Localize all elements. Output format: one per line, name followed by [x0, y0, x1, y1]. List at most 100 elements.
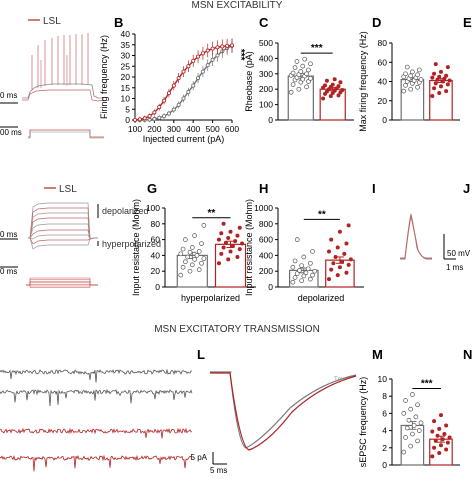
label-hyperpolarized: hyperpolarized — [102, 239, 161, 249]
scatter-point-red — [237, 225, 242, 230]
scatter-point-grey — [308, 61, 313, 67]
scatter-point-grey — [401, 449, 407, 455]
scatter-point-red — [329, 267, 334, 272]
y-tick-label: 20 — [378, 96, 388, 106]
trace-a-spikes — [31, 33, 89, 90]
step-traces — [28, 202, 98, 250]
scatter-point-grey — [303, 270, 309, 276]
data-point-grey — [176, 102, 181, 107]
scatter-point-red — [348, 257, 353, 262]
epsc-caption: Tm — [334, 377, 343, 383]
scatter-point-red — [230, 243, 235, 248]
panel-letter-l: L — [197, 347, 205, 362]
step-trace — [28, 229, 98, 240]
data-point-red — [210, 46, 215, 51]
scatter-point-red — [336, 93, 341, 98]
scatter-point-red — [433, 62, 438, 67]
scatter-point-grey — [413, 414, 419, 420]
y-tick-label: 0 — [382, 460, 387, 470]
scatter-point-grey — [180, 246, 186, 252]
scatter-point-grey — [296, 86, 302, 92]
scatter-point-grey — [294, 237, 300, 242]
y-tick-label: 800 — [259, 219, 273, 229]
scatter-point-grey — [178, 251, 184, 257]
scatter-point-grey — [418, 77, 424, 82]
scatter-point-grey — [294, 271, 300, 276]
data-point-grey — [205, 63, 210, 68]
y-tick-label: 20 — [121, 72, 131, 82]
scatter-point-red — [432, 71, 437, 76]
y-tick-label: 400 — [259, 250, 273, 260]
scatter-point-red — [330, 82, 335, 87]
scatter-point-grey — [187, 249, 193, 255]
stimulus-step — [26, 284, 98, 288]
step-trace — [28, 234, 98, 240]
scatter-point-red — [437, 450, 442, 455]
raw-trace-2 — [0, 388, 193, 407]
scatter-point-grey — [408, 443, 414, 449]
x-tick-label: 300 — [167, 124, 181, 134]
stimulus-step — [26, 282, 98, 286]
scatter-point-grey — [294, 59, 300, 64]
data-point-grey — [157, 115, 162, 120]
scatter-point-red — [226, 236, 231, 241]
scatter-point-red — [340, 259, 345, 264]
scatter-point-red — [221, 221, 226, 226]
stimulus-a-b — [28, 131, 104, 139]
scatter-point-red — [445, 440, 450, 445]
scatter-point-grey — [403, 71, 408, 77]
scatter-point-red — [228, 249, 233, 254]
scatter-point-red — [438, 69, 443, 74]
data-point-red — [225, 43, 230, 48]
scatter-point-grey — [290, 264, 296, 270]
scatter-point-red — [430, 429, 435, 434]
scatter-point-red — [327, 249, 332, 254]
scatter-point-grey — [298, 69, 304, 74]
data-point-red — [229, 43, 234, 48]
data-point-red — [176, 76, 181, 81]
scatter-point-grey — [185, 254, 191, 260]
scatter-point-red — [335, 245, 340, 250]
panel-letter-g: G — [147, 181, 157, 196]
scalebar-f2-label: 0 ms — [0, 267, 17, 276]
data-point-grey — [191, 83, 196, 88]
y-tick-label: 600 — [259, 235, 273, 245]
scatter-point-grey — [196, 267, 202, 272]
scatter-point-grey — [201, 223, 207, 228]
scatter-point-red — [433, 438, 438, 443]
scatter-point-red — [440, 79, 445, 84]
scatter-point-grey — [292, 258, 298, 264]
data-point-red — [171, 83, 176, 88]
y-tick-label: 100 — [259, 100, 273, 110]
data-point-grey — [152, 116, 157, 121]
scalebar-i-time-label: 1 ms — [446, 263, 463, 272]
scatter-point-red — [226, 257, 231, 262]
scatter-point-grey — [180, 264, 186, 270]
scatter-point-red — [444, 447, 449, 452]
scatter-point-red — [327, 277, 332, 282]
scatter-point-grey — [290, 279, 296, 285]
scatter-point-red — [235, 254, 240, 259]
significance-marker: ** — [208, 208, 216, 219]
scatter-point-grey — [312, 268, 318, 274]
scatter-point-grey — [183, 237, 188, 242]
y-axis-label: Input resistance (Mohm) — [244, 199, 254, 296]
scatter-point-red — [228, 229, 233, 234]
stimulus-a — [28, 129, 104, 138]
scatter-point-red — [432, 445, 437, 450]
y-tick-label: 40 — [121, 29, 131, 39]
y-tick-label: 2 — [382, 443, 387, 453]
y-axis-label: Max firing frequency (Hz) — [358, 31, 368, 132]
scatter-point-grey — [301, 273, 307, 279]
scatter-point-red — [219, 231, 224, 236]
data-point-grey — [196, 76, 201, 81]
panel-f-step-traces: LSL depolarized hyperpolarized 0 ms 0 ms — [0, 184, 161, 288]
panel-letter-n: N — [463, 347, 472, 362]
scatter-point-grey — [196, 249, 202, 254]
scatter-point-grey — [404, 425, 410, 431]
section-title-transmission: MSN EXCITATORY TRANSMISSION — [154, 324, 320, 335]
data-point-red — [205, 48, 210, 53]
scatter-point-grey — [401, 411, 407, 416]
